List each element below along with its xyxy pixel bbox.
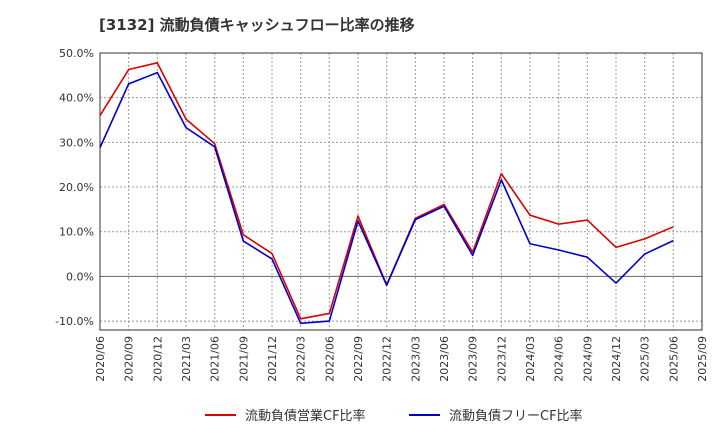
x-tick-label: 2022/12 xyxy=(381,336,394,382)
x-tick-label: 2023/12 xyxy=(495,336,508,382)
x-tick-label: 2025/09 xyxy=(696,336,709,382)
x-tick-label: 2025/06 xyxy=(667,336,680,382)
x-tick-label: 2021/12 xyxy=(266,336,279,382)
y-tick-label: 20.0% xyxy=(59,181,94,194)
x-tick-label: 2023/09 xyxy=(467,336,480,382)
chart-title: [3132] 流動負債キャッシュフロー比率の推移 xyxy=(99,16,415,34)
y-tick-label: -10.0% xyxy=(55,315,94,328)
y-tick-label: 40.0% xyxy=(59,92,94,105)
x-tick-label: 2024/06 xyxy=(553,336,566,382)
x-tick-label: 2022/03 xyxy=(295,336,308,382)
legend: 流動負債営業CF比率 流動負債フリーCF比率 xyxy=(205,408,583,424)
series-line-2 xyxy=(99,71,674,325)
x-tick-label: 2021/06 xyxy=(209,336,222,382)
x-tick-label: 2022/09 xyxy=(352,336,365,382)
x-tick-label: 2023/03 xyxy=(409,336,422,382)
plot-area: -10.0% 0.0% 10.0% 20.0% 30.0% 40.0% 50.0% 2020/… xyxy=(55,47,709,382)
x-tick-label: 2022/06 xyxy=(323,336,336,382)
x-tick-label: 2020/06 xyxy=(94,336,107,382)
x-tick-label: 2021/09 xyxy=(237,336,250,382)
plot-border xyxy=(99,52,703,331)
x-tick-label: 2020/09 xyxy=(123,336,136,382)
legend-label-1: 流動負債営業CF比率 xyxy=(245,408,366,424)
x-tick-label: 2020/12 xyxy=(151,336,164,382)
x-tick-label: 2024/12 xyxy=(610,336,623,382)
plot-background xyxy=(100,53,702,330)
x-tick-label: 2024/03 xyxy=(524,336,537,382)
x-tick-label: 2021/03 xyxy=(180,336,193,382)
y-tick-label: 10.0% xyxy=(59,226,94,239)
x-tick-label: 2024/09 xyxy=(581,336,594,382)
y-tick-label: 30.0% xyxy=(59,136,94,149)
y-tick-label: 0.0% xyxy=(66,270,94,283)
x-tick-label: 2025/03 xyxy=(639,336,652,382)
y-tick-label: 50.0% xyxy=(59,47,94,60)
x-tick-label: 2023/06 xyxy=(438,336,451,382)
legend-label-2: 流動負債フリーCF比率 xyxy=(449,408,583,424)
